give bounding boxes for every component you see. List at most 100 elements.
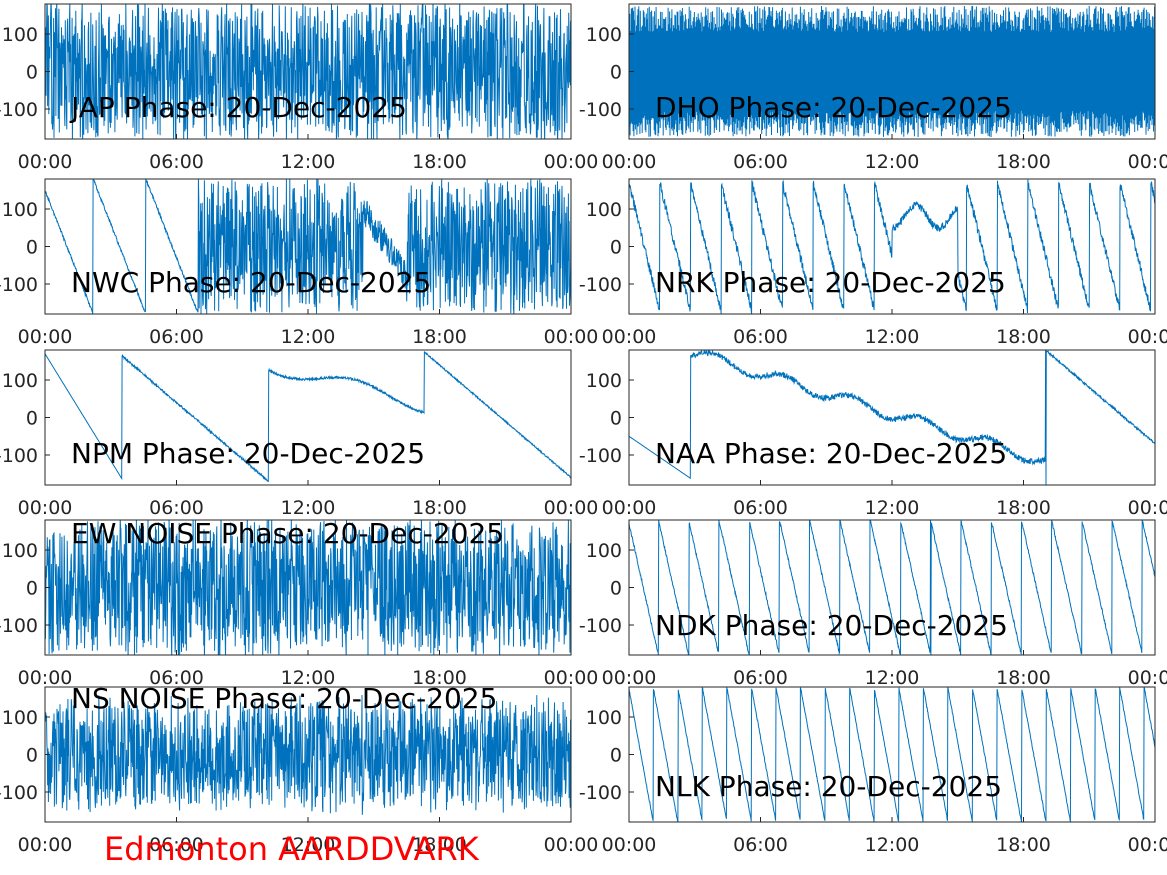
x-tick-label: 00:00 xyxy=(544,326,599,348)
x-tick-label: 18:00 xyxy=(412,326,467,348)
x-tick-label: 18:00 xyxy=(996,326,1051,348)
panel-title: EW NOISE Phase: 20-Dec-2025 xyxy=(71,517,504,550)
phase-panel: 100 0 -100 00:00 06:00 12:00 18:00 00:00 NPM Pha… xyxy=(0,349,599,519)
y-tick-label: 0 xyxy=(26,578,38,600)
x-tick-label: 00:00 xyxy=(1128,497,1167,519)
x-tick-label: 00:00 xyxy=(18,326,73,348)
y-tick-label: 0 xyxy=(610,237,622,259)
x-tick-label: 00:00 xyxy=(544,497,599,519)
phase-series-line xyxy=(45,520,571,655)
phase-panel: 100 0 -100 00:00 06:00 12:00 18:00 00:00 JAP Pha… xyxy=(0,3,599,173)
panel-title: NS NOISE Phase: 20-Dec-2025 xyxy=(71,682,497,715)
x-tick-label: 06:00 xyxy=(149,834,204,856)
x-tick-label: 00:00 xyxy=(18,834,73,856)
y-tick-label: -100 xyxy=(579,782,622,804)
y-tick-label: 0 xyxy=(610,62,622,84)
x-tick-label: 18:00 xyxy=(412,151,467,173)
phase-panel: 100 0 -100 00:00 06:00 12:00 18:00 00:00 NDK Pha… xyxy=(579,519,1167,689)
y-tick-label: -100 xyxy=(579,274,622,296)
y-tick-label: 100 xyxy=(586,199,622,221)
x-tick-label: 12:00 xyxy=(281,834,336,856)
y-tick-label: 100 xyxy=(586,24,622,46)
y-tick-label: -100 xyxy=(0,99,38,121)
x-tick-label: 00:00 xyxy=(1128,667,1167,689)
x-tick-label: 00:00 xyxy=(544,151,599,173)
phase-series-line xyxy=(629,179,1155,314)
x-tick-label: 00:00 xyxy=(544,667,599,689)
x-tick-label: 06:00 xyxy=(149,497,204,519)
panel-title: NAA Phase: 20-Dec-2025 xyxy=(655,437,1007,470)
y-tick-label: 100 xyxy=(2,24,38,46)
phase-panel: 100 0 -100 00:00 06:00 12:00 18:00 00:00 NAA Pha… xyxy=(579,349,1167,519)
x-tick-label: 12:00 xyxy=(865,667,920,689)
y-tick-label: 100 xyxy=(586,540,622,562)
phase-panel: 100 0 -100 00:00 06:00 12:00 18:00 00:00 NWC Pha… xyxy=(0,178,599,348)
x-tick-label: 12:00 xyxy=(865,834,920,856)
y-tick-label: -100 xyxy=(0,274,38,296)
phase-series-line xyxy=(45,4,571,139)
x-tick-label: 06:00 xyxy=(733,151,788,173)
x-tick-label: 12:00 xyxy=(865,497,920,519)
phase-series-line xyxy=(45,351,571,483)
panel-title: NWC Phase: 20-Dec-2025 xyxy=(71,266,431,299)
x-tick-label: 00:00 xyxy=(1128,151,1167,173)
x-tick-label: 12:00 xyxy=(281,151,336,173)
y-tick-label: -100 xyxy=(0,782,38,804)
y-tick-label: 0 xyxy=(26,745,38,767)
x-tick-label: 00:00 xyxy=(18,497,73,519)
y-tick-label: 100 xyxy=(2,370,38,392)
panel-title: NLK Phase: 20-Dec-2025 xyxy=(655,770,1002,803)
y-tick-label: 100 xyxy=(2,540,38,562)
x-tick-label: 18:00 xyxy=(412,497,467,519)
panel-title: NDK Phase: 20-Dec-2025 xyxy=(655,609,1008,642)
x-tick-label: 18:00 xyxy=(996,497,1051,519)
phase-series-line xyxy=(629,687,1155,822)
panel-title: DHO Phase: 20-Dec-2025 xyxy=(655,91,1012,124)
phase-series-line xyxy=(45,179,571,314)
phase-series-line xyxy=(629,350,1155,485)
y-tick-label: 0 xyxy=(610,745,622,767)
y-tick-label: 100 xyxy=(2,199,38,221)
panel-title: NRK Phase: 20-Dec-2025 xyxy=(655,266,1006,299)
y-tick-label: -100 xyxy=(579,445,622,467)
x-tick-label: 12:00 xyxy=(281,667,336,689)
x-tick-label: 06:00 xyxy=(733,834,788,856)
x-tick-label: 12:00 xyxy=(865,151,920,173)
phase-series-line xyxy=(629,5,1155,138)
x-tick-label: 00:00 xyxy=(18,667,73,689)
y-tick-label: 0 xyxy=(26,237,38,259)
phase-panel: 100 0 -100 00:00 06:00 12:00 18:00 00:00 NRK Pha… xyxy=(579,178,1167,348)
y-tick-label: 0 xyxy=(26,62,38,84)
y-tick-label: -100 xyxy=(579,615,622,637)
x-tick-label: 18:00 xyxy=(412,834,467,856)
y-tick-label: -100 xyxy=(0,445,38,467)
x-tick-label: 00:00 xyxy=(18,151,73,173)
x-tick-label: 00:00 xyxy=(1128,326,1167,348)
x-tick-label: 18:00 xyxy=(996,151,1051,173)
x-tick-label: 06:00 xyxy=(733,326,788,348)
x-tick-label: 12:00 xyxy=(281,497,336,519)
x-tick-label: 06:00 xyxy=(733,497,788,519)
phase-panel: 100 0 -100 00:00 06:00 12:00 18:00 00:00 NLK Pha… xyxy=(579,686,1167,856)
x-tick-label: 06:00 xyxy=(149,326,204,348)
x-tick-label: 00:00 xyxy=(602,497,657,519)
phase-panel: 100 0 -100 00:00 06:00 12:00 18:00 00:00 EW NOIS… xyxy=(0,517,599,689)
x-tick-label: 12:00 xyxy=(865,326,920,348)
phase-panel: 100 0 -100 00:00 06:00 12:00 18:00 00:00 DHO Pha… xyxy=(579,3,1167,173)
x-tick-label: 00:00 xyxy=(602,326,657,348)
phase-series-line xyxy=(45,694,571,815)
y-tick-label: 0 xyxy=(26,408,38,430)
x-tick-label: 00:00 xyxy=(602,667,657,689)
x-tick-label: 12:00 xyxy=(281,326,336,348)
phase-series-line xyxy=(629,520,1155,655)
x-tick-label: 06:00 xyxy=(149,667,204,689)
panel-title: NPM Phase: 20-Dec-2025 xyxy=(71,437,425,470)
panel-title: JAP Phase: 20-Dec-2025 xyxy=(69,91,407,124)
x-tick-label: 00:00 xyxy=(602,834,657,856)
station-label: Edmonton AARDDVARK xyxy=(104,830,480,868)
y-tick-label: 100 xyxy=(2,707,38,729)
x-tick-label: 00:00 xyxy=(602,151,657,173)
x-tick-label: 06:00 xyxy=(733,667,788,689)
y-tick-label: 100 xyxy=(586,370,622,392)
